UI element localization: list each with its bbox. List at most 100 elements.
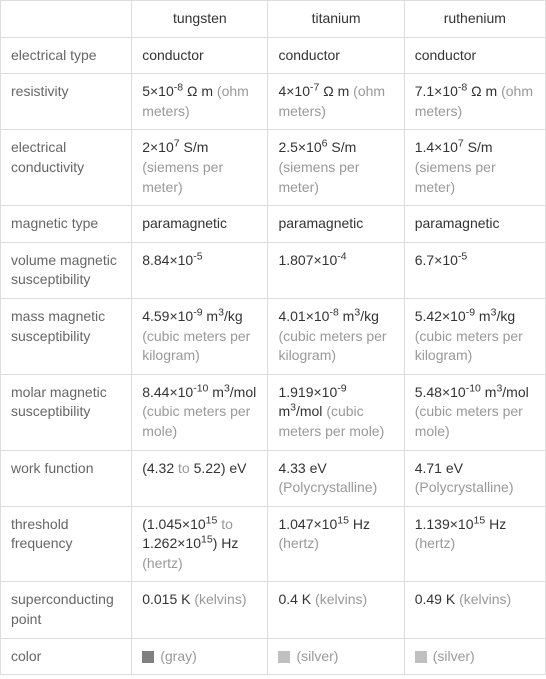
header-tungsten: tungsten [132,1,268,38]
data-cell: (4.32 to 5.22) eV [132,450,268,506]
cell-value: 8.44×10-10 m3/mol [142,384,256,400]
data-cell: conductor [404,37,545,74]
data-cell: 8.84×10-5 [132,242,268,298]
cell-value: conductor [142,47,203,63]
cell-value: 1.807×10-4 [278,252,346,268]
table-row: mass magnetic susceptibility4.59×10-9 m3… [1,298,546,374]
cell-unit: (siemens per meter) [278,159,359,195]
header-empty [1,1,132,38]
cell-value: paramagnetic [278,215,363,231]
header-titanium: titanium [268,1,404,38]
row-label: magnetic type [1,206,132,243]
cell-value: paramagnetic [415,215,500,231]
cell-value: 4.71 eV [415,460,463,476]
cell-unit: (cubic meters per mole) [142,403,250,439]
table-row: color (gray) (silver) (silver) [1,638,546,675]
data-cell: 0.4 K (kelvins) [268,582,404,638]
row-label: mass magnetic susceptibility [1,298,132,374]
data-cell: 1.047×1015 Hz (hertz) [268,506,404,582]
data-cell: 2.5×106 S/m (siemens per meter) [268,130,404,206]
data-cell: 5.42×10-9 m3/kg (cubic meters per kilogr… [404,298,545,374]
row-label: superconducting point [1,582,132,638]
header-ruthenium: ruthenium [404,1,545,38]
data-cell: 4.71 eV (Polycrystalline) [404,450,545,506]
cell-unit: (cubic meters per kilogram) [415,328,523,364]
comparison-table: tungsten titanium ruthenium electrical t… [0,0,546,675]
cell-value: (4.32 to 5.22) eV [142,460,246,476]
cell-value: 1.139×1015 Hz [415,516,506,532]
cell-unit: (hertz) [142,555,182,571]
data-cell: 1.919×10-9 m3/mol (cubic meters per mole… [268,374,404,450]
cell-value: 5.42×10-9 m3/kg [415,308,515,324]
cell-value: 1.4×107 S/m [415,139,493,155]
row-label: electrical type [1,37,132,74]
data-cell: 4.59×10-9 m3/kg (cubic meters per kilogr… [132,298,268,374]
table-row: resistivity5×10-8 Ω m (ohm meters)4×10-7… [1,74,546,130]
cell-value: 0.49 K [415,591,455,607]
row-label: molar magnetic susceptibility [1,374,132,450]
row-label: electrical conductivity [1,130,132,206]
cell-value: paramagnetic [142,215,227,231]
color-swatch [278,651,290,663]
cell-unit: (kelvins) [459,591,511,607]
header-row: tungsten titanium ruthenium [1,1,546,38]
row-label: threshold frequency [1,506,132,582]
table-row: work function (4.32 to 5.22) eV 4.33 eV (P… [1,450,546,506]
table-row: magnetic type paramagnetic paramagnetic par… [1,206,546,243]
cell-value: 4×10-7 Ω m [278,83,349,99]
cell-unit: (kelvins) [194,591,246,607]
color-name: (gray) [160,648,197,664]
cell-unit: (siemens per meter) [142,159,223,195]
data-cell: conductor [268,37,404,74]
data-cell: (1.045×1015 to 1.262×1015) Hz (hertz) [132,506,268,582]
cell-value: 0.4 K [278,591,311,607]
table-row: threshold frequency(1.045×1015 to 1.262×… [1,506,546,582]
cell-unit: (cubic meters per kilogram) [142,328,250,364]
table-row: electrical type conductor conductor conduct… [1,37,546,74]
cell-value: 0.015 K [142,591,190,607]
cell-unit: (kelvins) [315,591,367,607]
row-label: color [1,638,132,675]
data-cell: (silver) [268,638,404,675]
cell-unit: (Polycrystalline) [415,479,514,495]
data-cell: 0.49 K (kelvins) [404,582,545,638]
data-cell: paramagnetic [404,206,545,243]
row-label: volume magnetic susceptibility [1,242,132,298]
data-cell: 5.48×10-10 m3/mol (cubic meters per mole… [404,374,545,450]
data-cell: 8.44×10-10 m3/mol (cubic meters per mole… [132,374,268,450]
cell-value: 4.59×10-9 m3/kg [142,308,242,324]
color-name: (silver) [296,648,338,664]
data-cell: paramagnetic [132,206,268,243]
row-label: work function [1,450,132,506]
color-swatch [415,651,427,663]
row-label: resistivity [1,74,132,130]
data-cell: 5×10-8 Ω m (ohm meters) [132,74,268,130]
cell-value: conductor [415,47,476,63]
cell-unit: (siemens per meter) [415,159,496,195]
data-cell: (silver) [404,638,545,675]
data-cell: 4.01×10-8 m3/kg (cubic meters per kilogr… [268,298,404,374]
cell-value: conductor [278,47,339,63]
data-cell: 6.7×10-5 [404,242,545,298]
data-cell: 1.807×10-4 [268,242,404,298]
table-row: superconducting point0.015 K (kelvins)0.… [1,582,546,638]
table-row: molar magnetic susceptibility8.44×10-10 … [1,374,546,450]
data-cell: 2×107 S/m (siemens per meter) [132,130,268,206]
color-name: (silver) [433,648,475,664]
cell-value: 6.7×10-5 [415,252,468,268]
data-cell: paramagnetic [268,206,404,243]
cell-value: 7.1×10-8 Ω m [415,83,497,99]
data-cell: 4×10-7 Ω m (ohm meters) [268,74,404,130]
table-row: electrical conductivity2×107 S/m (siemen… [1,130,546,206]
data-cell: 1.139×1015 Hz (hertz) [404,506,545,582]
data-cell: 0.015 K (kelvins) [132,582,268,638]
table-row: volume magnetic susceptibility8.84×10-5 1… [1,242,546,298]
cell-value: 2×107 S/m [142,139,208,155]
cell-value: 4.33 eV [278,460,326,476]
data-cell: 1.4×107 S/m (siemens per meter) [404,130,545,206]
cell-unit: (Polycrystalline) [278,479,377,495]
table-body: electrical type conductor conductor conduct… [1,37,546,675]
data-cell: 4.33 eV (Polycrystalline) [268,450,404,506]
cell-unit: (hertz) [415,535,455,551]
data-cell: 7.1×10-8 Ω m (ohm meters) [404,74,545,130]
